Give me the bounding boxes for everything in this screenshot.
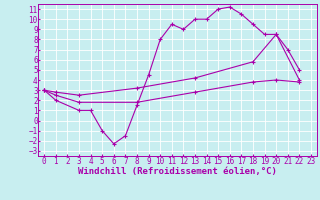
X-axis label: Windchill (Refroidissement éolien,°C): Windchill (Refroidissement éolien,°C) <box>78 167 277 176</box>
